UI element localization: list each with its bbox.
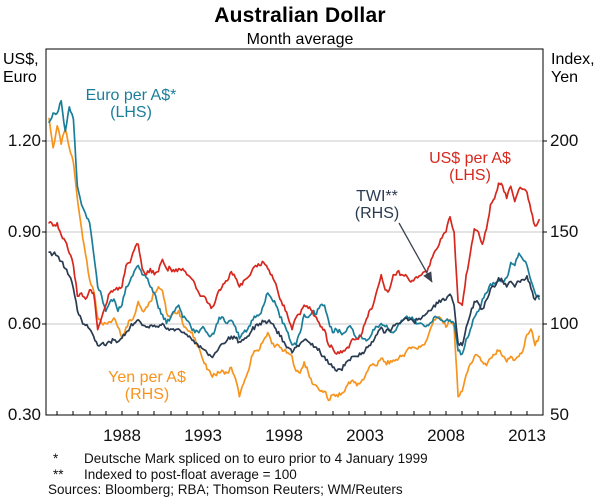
twi-annotation-arrow (398, 222, 433, 283)
series-line-1 (48, 99, 540, 356)
right-axis-unit-line2: Yen (551, 69, 578, 86)
x-axis-tick-label: 1993 (184, 426, 222, 445)
right-axis-unit-label: Index, Yen (551, 51, 599, 87)
x-axis-tick-label: 2013 (508, 426, 546, 445)
series-line-3 (48, 182, 540, 355)
x-axis-tick-label: 2008 (427, 426, 465, 445)
page-subtitle: Month average (246, 31, 354, 48)
footnote-2-text: Indexed to post-float average = 100 (84, 467, 297, 482)
sources-line: Sources: Bloomberg; RBA; Thomson Reuters… (48, 482, 403, 497)
series-label-euro: Euro per A$* (LHS) (85, 87, 177, 121)
footnote-1-marker: * (53, 451, 59, 466)
x-axis-tick-label: 1998 (265, 426, 303, 445)
y-axis-tick-label-left: 0.90 (7, 222, 41, 241)
series-line-2 (48, 251, 540, 372)
footnote-2: ** Indexed to post-float average = 100 (53, 467, 297, 482)
right-axis-unit-line1: Index, (551, 51, 595, 68)
x-axis-tick-label: 2003 (346, 426, 384, 445)
footnote-1: * Deutsche Mark spliced on to euro prior … (53, 451, 428, 466)
y-axis-tick-label-right: 50 (550, 405, 569, 424)
series-label-twi: TWI** (RHS) (354, 188, 400, 222)
left-axis-unit-line2: Euro (3, 69, 37, 86)
y-axis-tick-label-right: 150 (550, 222, 579, 241)
page-title: Australian Dollar (214, 4, 386, 27)
series-label-usd: US$ per A$ (LHS) (429, 150, 511, 184)
footnote-2-marker: ** (53, 467, 64, 482)
y-axis-tick-label-left: 0.30 (7, 405, 41, 424)
left-axis-unit-line1: US$, (3, 51, 39, 68)
left-axis-unit-label: US$, Euro (3, 51, 47, 87)
y-axis-tick-label-right: 200 (550, 131, 579, 150)
series-line-0 (48, 117, 540, 402)
y-axis-tick-label-left: 0.60 (7, 314, 41, 333)
y-axis-tick-label-left: 1.20 (7, 131, 41, 150)
footnote-1-text: Deutsche Mark spliced on to euro prior t… (84, 451, 428, 466)
y-axis-tick-label-right: 100 (550, 314, 579, 333)
x-axis-tick-label: 1988 (103, 426, 141, 445)
series-label-yen: Yen per A$ (RHS) (108, 369, 186, 403)
